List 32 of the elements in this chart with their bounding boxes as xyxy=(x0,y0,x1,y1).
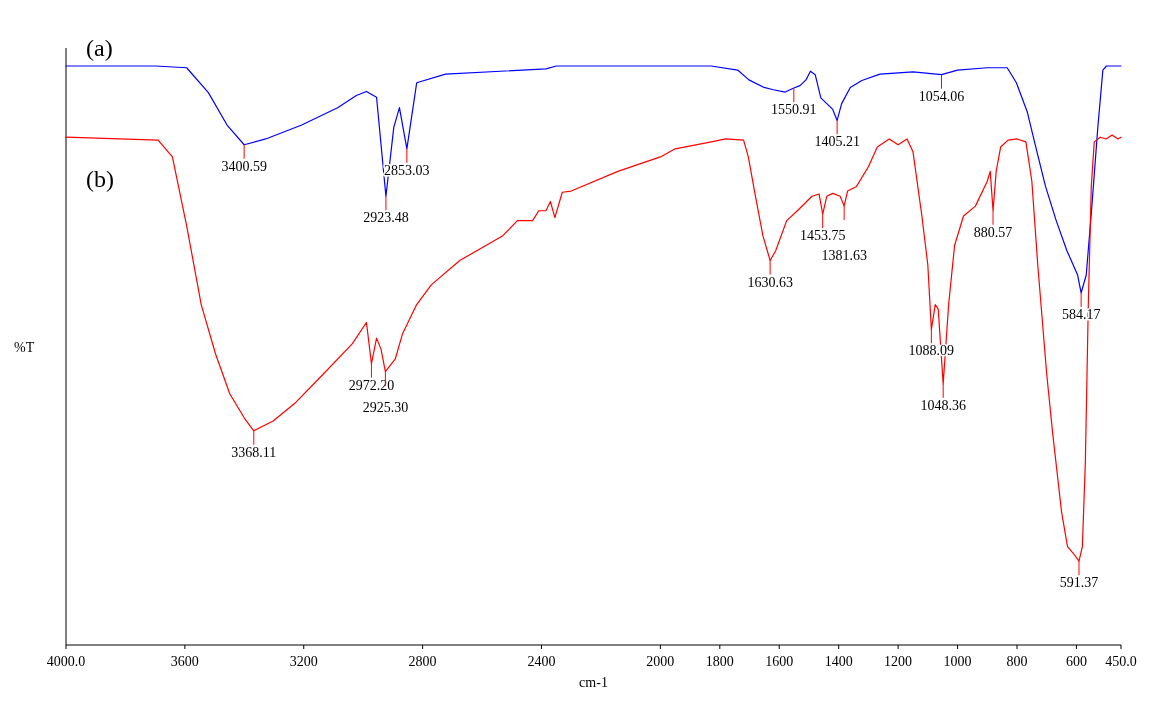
x-tick-label: 600 xyxy=(1065,654,1087,669)
annotation: 1630.63 xyxy=(747,274,793,290)
x-tick-label: 2000 xyxy=(646,654,675,669)
annotation: 2923.48 xyxy=(363,210,409,226)
annotation: 3400.59 xyxy=(221,158,267,174)
annotation: 1453.75 xyxy=(799,228,846,244)
x-tick-label: 3600 xyxy=(170,654,199,669)
x-tick-label: 1000 xyxy=(943,654,972,669)
x-tick-label: 2800 xyxy=(408,654,437,669)
annotation: 1054.06 xyxy=(918,88,965,104)
annotation: 2972.20 xyxy=(348,377,395,393)
series-label: (a) xyxy=(86,35,113,61)
annotation: 3368.11 xyxy=(231,444,277,460)
annotation: 2925.30 xyxy=(362,399,409,415)
annotation: 1048.36 xyxy=(920,397,966,413)
annotation: 1550.91 xyxy=(771,102,817,117)
x-tick-label: 450.0 xyxy=(1105,654,1137,669)
x-tick-label: 1200 xyxy=(884,654,913,669)
x-tick-label: 1800 xyxy=(705,654,734,669)
series-label: (b) xyxy=(86,166,114,193)
x-tick-label: 800 xyxy=(1006,654,1028,669)
y-axis-title: %T xyxy=(14,339,35,355)
x-tick-label: 2400 xyxy=(527,654,556,669)
annotation: 591.37 xyxy=(1059,575,1099,591)
x-tick-label: 4000.0 xyxy=(46,654,86,669)
x-tick-label: 3200 xyxy=(289,654,318,669)
annotation: 1405.21 xyxy=(814,134,860,150)
annotation: 880.57 xyxy=(973,224,1013,240)
annotation: 1381.63 xyxy=(821,248,867,264)
x-tick-label: 1600 xyxy=(765,654,794,669)
x-tick-label: 1400 xyxy=(824,654,853,669)
x-axis-title: cm-1 xyxy=(579,675,608,690)
